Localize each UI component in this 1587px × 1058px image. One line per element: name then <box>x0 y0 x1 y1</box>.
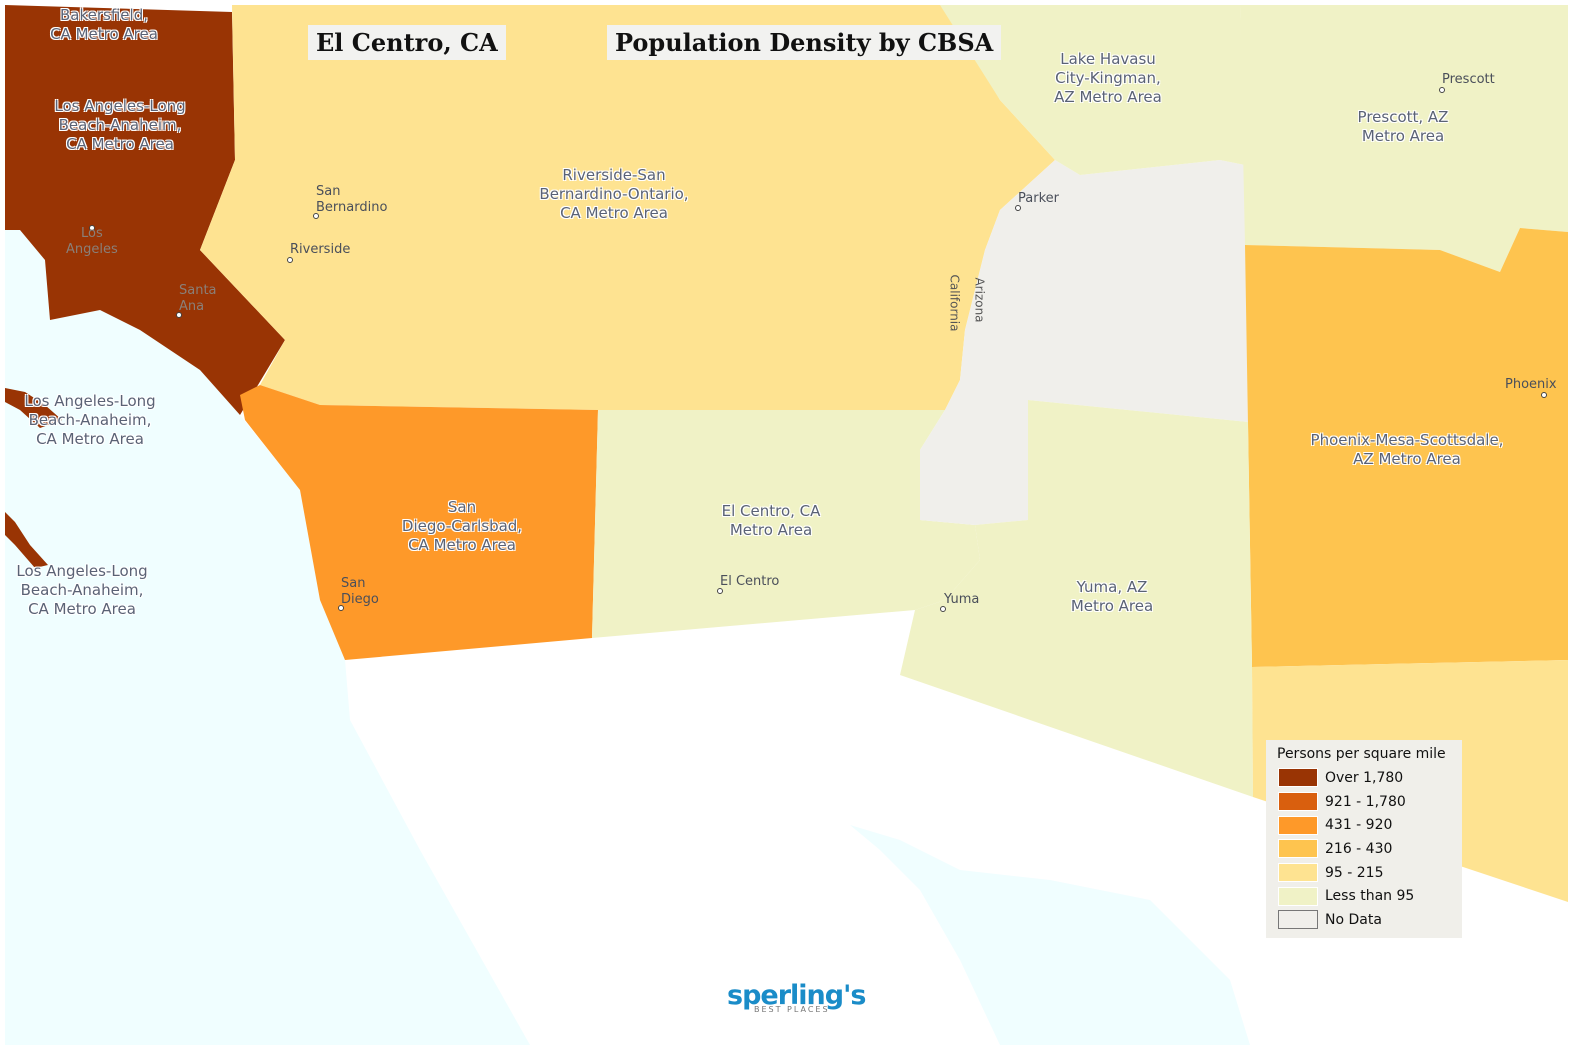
state-label-arizona: Arizona <box>972 277 987 323</box>
city-riverside: Riverside <box>290 242 351 257</box>
region-no-data[interactable] <box>920 160 1248 525</box>
sperlings-logo: sperling's BEST PLACES <box>727 980 866 1014</box>
region-label-riverside: Riverside-San Bernardino-Ontario, CA Met… <box>539 166 689 222</box>
legend-item: 216 - 430 <box>1278 837 1462 861</box>
legend-swatch <box>1278 792 1318 812</box>
location-title: El Centro, CA <box>308 25 506 60</box>
legend-item: 95 - 215 <box>1278 861 1462 885</box>
legend-label: Less than 95 <box>1325 888 1415 905</box>
logo-name: sperling's <box>727 980 866 1011</box>
region-label-los-angeles: Los Angeles-Long Beach-Anaheim, CA Metro… <box>54 97 186 153</box>
legend-swatch <box>1278 863 1318 883</box>
legend-label: 216 - 430 <box>1325 840 1393 857</box>
region-los-angeles[interactable] <box>5 5 285 415</box>
city-san-bernardino: San Bernardino <box>316 184 388 215</box>
city-marker <box>717 588 723 594</box>
legend-item: Less than 95 <box>1278 884 1462 908</box>
legend-swatch <box>1278 768 1318 788</box>
city-marker <box>176 312 182 318</box>
region-label-san-diego: San Diego-Carlsbad, CA Metro Area <box>401 498 523 554</box>
city-yuma: Yuma <box>944 592 980 607</box>
region-label-bakersfield: Bakersfield, CA Metro Area <box>50 6 158 43</box>
legend-item: 921 - 1,780 <box>1278 790 1462 814</box>
legend-swatch <box>1278 910 1318 930</box>
region-riverside[interactable] <box>200 5 1055 410</box>
city-marker <box>940 606 946 612</box>
legend-label: Over 1,780 <box>1325 769 1404 786</box>
legend-item: 431 - 920 <box>1278 813 1462 837</box>
state-label-california: California <box>947 274 962 332</box>
region-prescott[interactable] <box>1240 5 1568 272</box>
city-parker: Parker <box>1018 191 1059 206</box>
legend-label: No Data <box>1325 911 1382 928</box>
legend: Persons per square mile Over 1,780 921 - … <box>1266 740 1462 938</box>
legend-item: No Data <box>1278 908 1462 932</box>
city-marker <box>89 225 95 231</box>
legend-label: 95 - 215 <box>1325 864 1384 881</box>
water-gulf <box>850 825 1250 1045</box>
region-label-la-island-2: Los Angeles-Long Beach-Anaheim, CA Metro… <box>16 562 148 618</box>
city-marker <box>1541 392 1547 398</box>
map-title: Population Density by CBSA <box>607 25 1002 60</box>
legend-swatch <box>1278 839 1318 859</box>
city-prescott: Prescott <box>1442 72 1495 87</box>
city-marker <box>313 213 319 219</box>
city-los-angeles: Los Angeles <box>66 226 118 257</box>
city-marker <box>1015 205 1021 211</box>
region-label-phoenix: Phoenix-Mesa-Scottsdale, AZ Metro Area <box>1310 431 1504 468</box>
legend-swatch <box>1278 815 1318 835</box>
legend-swatch <box>1278 886 1318 906</box>
region-label-prescott: Prescott, AZ Metro Area <box>1357 108 1449 145</box>
region-la-island-1[interactable] <box>5 388 62 428</box>
region-label-yuma: Yuma, AZ Metro Area <box>1070 578 1154 615</box>
region-la-island-2[interactable] <box>5 512 48 568</box>
logo-tagline: BEST PLACES <box>754 1005 830 1014</box>
city-san-diego: San Diego <box>341 576 379 607</box>
region-el-centro[interactable] <box>592 410 980 638</box>
region-label-el-centro: El Centro, CA Metro Area <box>721 502 821 539</box>
legend-title: Persons per square mile <box>1277 746 1446 762</box>
city-phoenix: Phoenix <box>1505 377 1557 392</box>
region-label-lake-havasu: Lake Havasu City-Kingman, AZ Metro Area <box>1054 50 1162 106</box>
city-santa-ana: Santa Ana <box>179 283 217 314</box>
region-san-diego[interactable] <box>240 385 598 660</box>
legend-label: 921 - 1,780 <box>1325 793 1406 810</box>
water-pacific <box>5 230 530 1045</box>
city-el-centro: El Centro <box>720 574 780 589</box>
region-lake-havasu[interactable] <box>940 5 1245 175</box>
legend-label: 431 - 920 <box>1325 817 1393 834</box>
city-marker <box>1439 87 1445 93</box>
legend-item: Over 1,780 <box>1278 766 1462 790</box>
region-yuma[interactable] <box>900 400 1253 797</box>
region-label-la-island-1: Los Angeles-Long Beach-Anaheim, CA Metro… <box>24 392 156 448</box>
region-phoenix[interactable] <box>1245 228 1568 667</box>
city-marker <box>287 257 293 263</box>
city-marker <box>338 605 344 611</box>
